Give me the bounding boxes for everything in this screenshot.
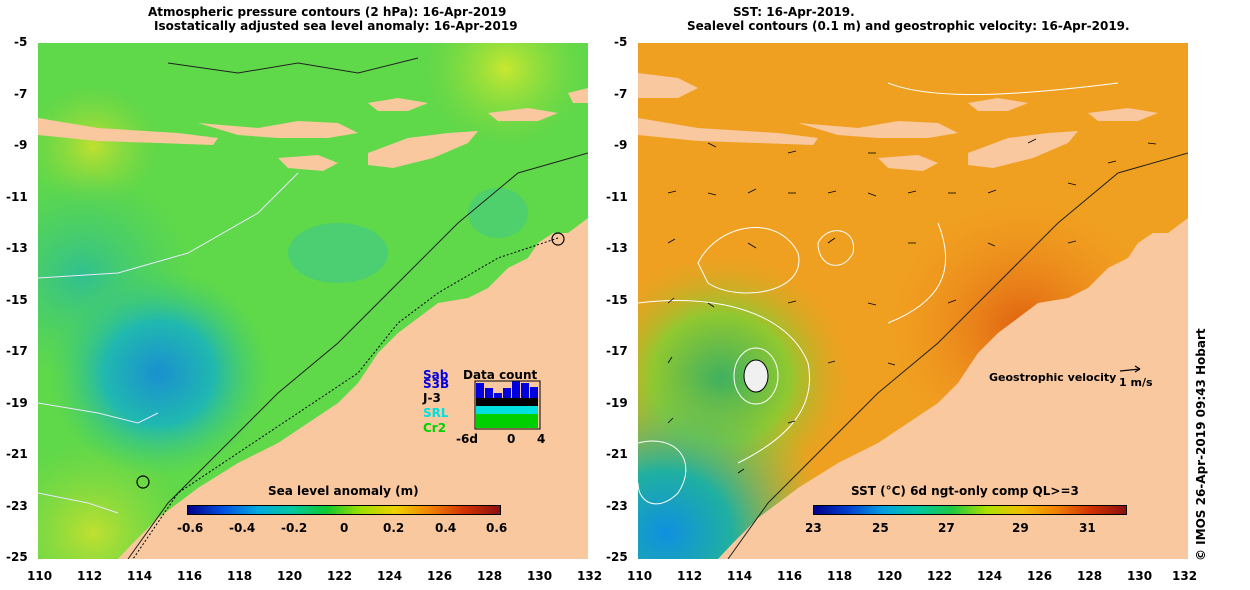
right-xtick: 114 <box>727 569 753 583</box>
left-cb-tick-4: 0 <box>340 521 349 535</box>
right-ytick: -13 <box>606 241 628 255</box>
left-xtick: 124 <box>377 569 403 583</box>
right-xtick: 120 <box>877 569 903 583</box>
right-colorbar <box>813 505 1127 515</box>
left-title-line2: Isostatically adjusted sea level anomaly… <box>154 19 518 33</box>
satellite-srl: SRL <box>423 406 449 420</box>
right-cb-tick-1: 23 <box>805 521 822 535</box>
left-ytick: -15 <box>6 293 28 307</box>
right-xtick: 130 <box>1127 569 1153 583</box>
right-title-line1: SST: 16-Apr-2019. <box>733 5 855 19</box>
left-sea-level-map <box>38 43 588 559</box>
right-ytick: -17 <box>606 344 628 358</box>
credit-text: © IMOS 26-Apr-2019 09:43 Hobart <box>1194 328 1208 561</box>
left-cb-tick-6: 0.4 <box>435 521 457 535</box>
left-ytick: -17 <box>6 344 28 358</box>
right-xtick: 122 <box>927 569 953 583</box>
left-ytick: -11 <box>6 190 28 204</box>
satellite-sab: Sab <box>423 368 449 382</box>
left-xtick: 118 <box>227 569 253 583</box>
right-sst-map <box>638 43 1188 559</box>
left-xtick: 114 <box>127 569 153 583</box>
left-ytick: -21 <box>6 447 28 461</box>
right-colorbar-label: SST (°C) 6d ngt-only comp QL>=3 <box>851 484 1079 498</box>
left-colorbar <box>187 505 501 515</box>
data-count-bars <box>474 380 541 430</box>
left-ytick: -7 <box>14 87 28 101</box>
data-count-title: Data count <box>463 368 538 382</box>
right-ytick: -11 <box>606 190 628 204</box>
velocity-label: Geostrophic velocity <box>989 371 1117 384</box>
satellite-j3: J-3 <box>423 391 441 405</box>
right-xtick: 126 <box>1027 569 1053 583</box>
left-ytick: -19 <box>6 396 28 410</box>
satellite-cr2: Cr2 <box>423 421 447 435</box>
left-xtick: 112 <box>77 569 103 583</box>
left-xtick: 128 <box>477 569 503 583</box>
left-ytick: -23 <box>6 499 28 513</box>
right-ytick: -23 <box>606 499 628 513</box>
right-title-line2: Sealevel contours (0.1 m) and geostrophi… <box>687 19 1130 33</box>
data-count-axis-start: -6d <box>456 432 478 446</box>
left-ytick: -25 <box>6 550 28 564</box>
left-ytick: -13 <box>6 241 28 255</box>
right-ytick: -9 <box>614 138 628 152</box>
left-cb-tick-5: 0.2 <box>383 521 405 535</box>
right-cb-tick-4: 29 <box>1012 521 1029 535</box>
right-ytick: -7 <box>614 87 628 101</box>
right-cb-tick-5: 31 <box>1079 521 1096 535</box>
left-ytick: -9 <box>14 138 28 152</box>
right-ytick: -19 <box>606 396 628 410</box>
left-cb-tick-1: -0.6 <box>177 521 204 535</box>
right-cb-tick-2: 25 <box>872 521 889 535</box>
right-ytick: -25 <box>606 550 628 564</box>
left-xtick: 116 <box>177 569 203 583</box>
satellite-s3b: S3B <box>423 377 450 391</box>
left-cb-tick-2: -0.4 <box>229 521 256 535</box>
right-xtick: 118 <box>827 569 853 583</box>
left-xtick: 126 <box>427 569 453 583</box>
right-xtick: 128 <box>1077 569 1103 583</box>
right-ytick: -5 <box>614 35 628 49</box>
left-colorbar-label: Sea level anomaly (m) <box>268 484 419 498</box>
right-xtick: 132 <box>1172 569 1198 583</box>
right-xtick: 124 <box>977 569 1003 583</box>
data-count-axis-zero: 0 <box>507 432 516 446</box>
left-xtick: 122 <box>327 569 353 583</box>
left-title-line1: Atmospheric pressure contours (2 hPa): 1… <box>148 5 507 19</box>
left-xtick: 110 <box>27 569 53 583</box>
data-count-legend: Data count Sab S3B J-3 SRL Cr2 -6d 0 4 <box>422 368 552 448</box>
left-cb-tick-3: -0.2 <box>281 521 308 535</box>
velocity-scale: 1 m/s <box>1119 376 1153 389</box>
data-count-axis-end: 4 <box>537 432 546 446</box>
left-cb-tick-7: 0.6 <box>486 521 508 535</box>
left-xtick: 120 <box>277 569 303 583</box>
right-ytick: -15 <box>606 293 628 307</box>
left-xtick: 130 <box>527 569 553 583</box>
right-xtick: 116 <box>777 569 803 583</box>
left-xtick: 132 <box>577 569 603 583</box>
left-ytick: -5 <box>14 35 28 49</box>
right-xtick: 110 <box>627 569 653 583</box>
right-xtick: 112 <box>677 569 703 583</box>
right-ytick: -21 <box>606 447 628 461</box>
right-cb-tick-3: 27 <box>938 521 955 535</box>
